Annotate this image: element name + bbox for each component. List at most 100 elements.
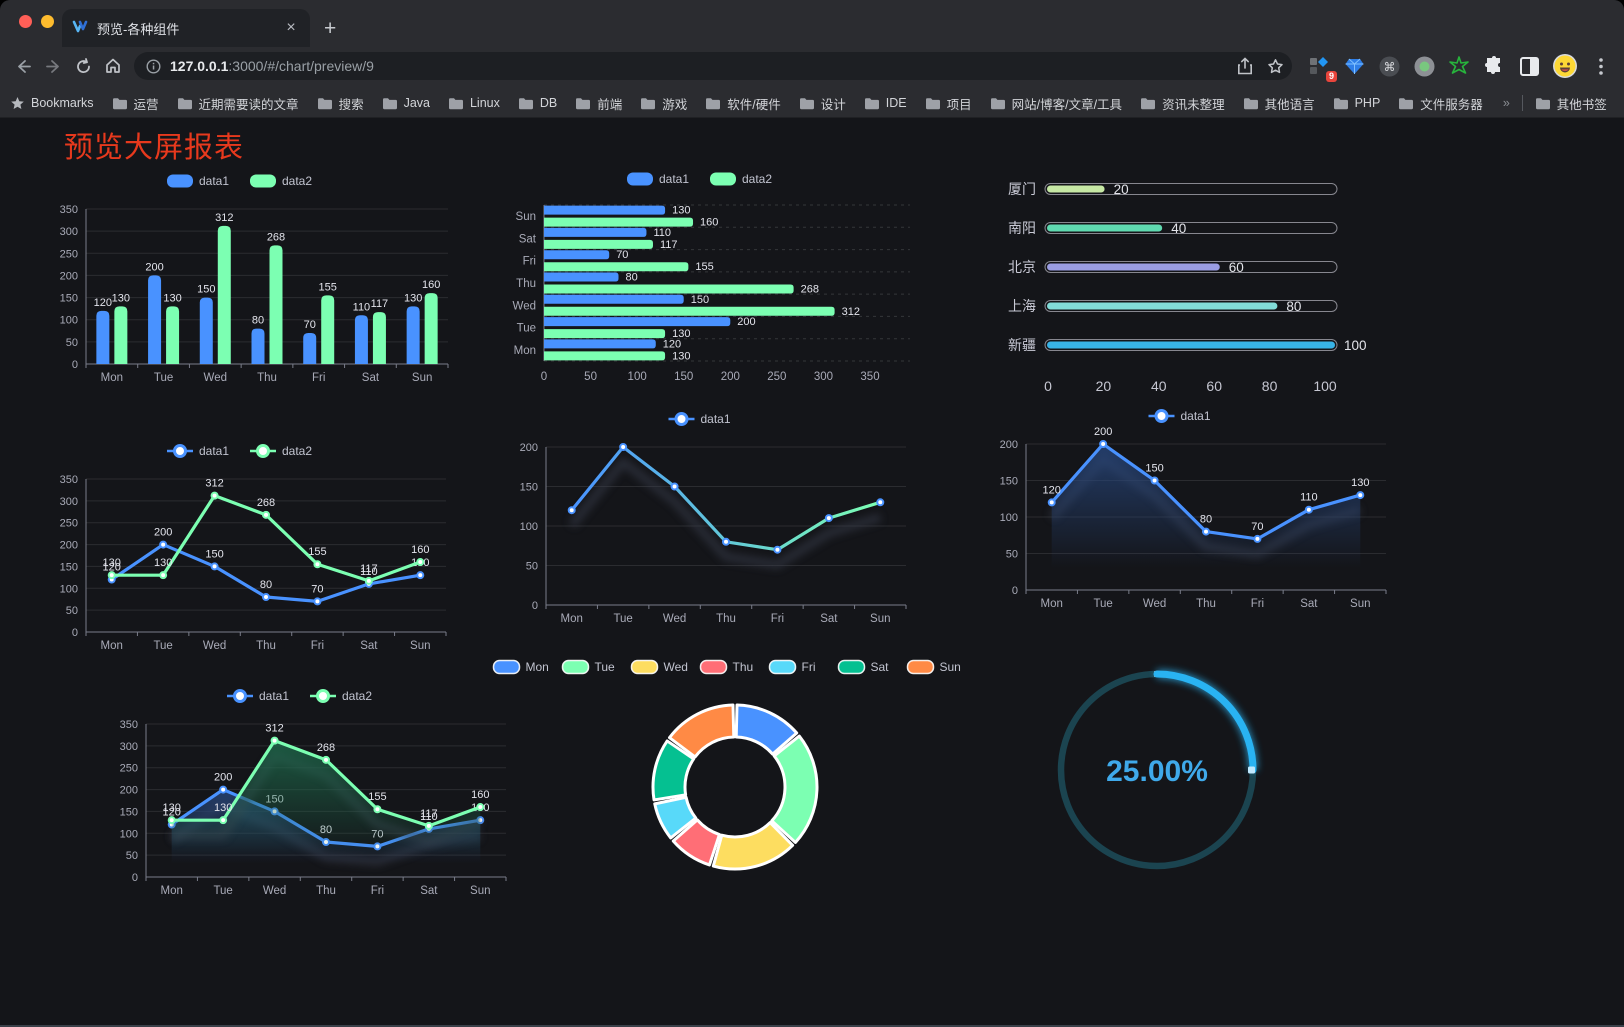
bookmark-folder[interactable]: 软件/硬件	[705, 94, 781, 113]
svg-text:120: 120	[103, 562, 121, 574]
reload-icon[interactable]	[68, 51, 98, 81]
svg-text:130: 130	[404, 292, 422, 304]
svg-text:80: 80	[252, 315, 264, 327]
bookmark-folder-label: 前端	[597, 97, 623, 112]
bookmark-folder[interactable]: Linux	[448, 96, 500, 110]
svg-text:Tue: Tue	[153, 640, 172, 652]
new-tab-button[interactable]: +	[324, 17, 337, 40]
svg-text:data1: data1	[659, 172, 689, 186]
svg-text:200: 200	[120, 785, 138, 797]
home-icon[interactable]	[98, 51, 128, 81]
svg-text:250: 250	[767, 371, 786, 383]
tampermonkey-icon[interactable]: 9	[1308, 55, 1337, 82]
chart-area-single[interactable]: data1 0 50 100 150 200 Mon Tue Wed Thu Fri Sat Sun 12…	[980, 400, 1400, 618]
bookmark-folder[interactable]: 游戏	[640, 94, 687, 113]
svg-text:Wed: Wed	[263, 885, 286, 897]
svg-text:160: 160	[422, 279, 440, 291]
bookmark-folder[interactable]: 前端	[575, 94, 622, 113]
chart-horizontal-bar[interactable]: data1 data2 Mon Tue Wed Thu Fri Sat Sun 0 50 100 150…	[500, 163, 920, 391]
bookmark-folder[interactable]: 其他语言	[1243, 94, 1315, 113]
svg-text:data1: data1	[199, 444, 229, 458]
forward-icon[interactable]	[38, 51, 68, 81]
bookmark-folder[interactable]: PHP	[1333, 96, 1380, 110]
svg-text:Wed: Wed	[513, 300, 536, 312]
svg-text:100: 100	[120, 828, 138, 840]
svg-text:200: 200	[737, 316, 755, 328]
minimize-window-button[interactable]	[41, 15, 54, 28]
folder-icon	[112, 97, 127, 109]
bookmark-folder[interactable]: 文件服务器	[1398, 94, 1483, 113]
svg-text:120: 120	[94, 297, 112, 309]
chart-gradient-line[interactable]: data1 0 50 100 150 200 Mon Tue Wed Thu Fri Sat Sun	[500, 403, 920, 633]
bookmark-folder[interactable]: Java	[382, 96, 430, 110]
bookmark-folder[interactable]: 项目	[925, 94, 972, 113]
green-star-extension-icon[interactable]	[1448, 55, 1470, 77]
svg-text:200: 200	[154, 527, 172, 539]
svg-text:200: 200	[214, 772, 232, 784]
share-icon[interactable]	[1237, 57, 1253, 75]
chart-area-multi[interactable]: data1 data2 0 50 100 150 200 250 300 350 Mon Tue Wed…	[100, 680, 520, 905]
bookmark-folder[interactable]: DB	[518, 96, 557, 110]
svg-text:50: 50	[526, 561, 538, 573]
recorder-extension-icon[interactable]	[1413, 55, 1435, 77]
chart-progress-bars[interactable]: 厦门 20 南阳 40 北京 60 上海 80 新疆 100 0 20 40 60 80 100	[980, 165, 1400, 405]
svg-text:data1: data1	[701, 412, 731, 426]
bookmark-folder-label: Java	[403, 96, 430, 110]
folder-icon	[706, 97, 721, 109]
other-bookmarks[interactable]: 其他书签	[1535, 94, 1607, 113]
chart-gauge[interactable]: 25.00%	[1035, 655, 1280, 890]
bookmark-folder[interactable]: 近期需要读的文章	[177, 94, 299, 113]
close-window-button[interactable]	[19, 15, 32, 28]
site-info-icon[interactable]	[146, 58, 161, 74]
chart-grouped-bar[interactable]: data1 data2 0 50 100 150 200 250 300 350 Mon Tue Wed…	[40, 165, 460, 390]
svg-text:100: 100	[520, 521, 538, 533]
svg-text:160: 160	[471, 789, 489, 801]
sidebar-extension-icon[interactable]	[1518, 55, 1540, 77]
svg-text:268: 268	[257, 497, 275, 509]
bookmarks-root[interactable]: Bookmarks	[10, 96, 94, 111]
bookmark-folder[interactable]: 运营	[112, 94, 159, 113]
bookmark-folder[interactable]: 资讯未整理	[1140, 94, 1225, 113]
svg-text:data2: data2	[282, 174, 312, 188]
svg-text:350: 350	[860, 371, 879, 383]
svg-text:130: 130	[154, 557, 172, 569]
bookmark-star-icon[interactable]	[1267, 58, 1284, 75]
bookmark-folder[interactable]: 设计	[799, 94, 846, 113]
bookmark-folder[interactable]: IDE	[864, 96, 907, 110]
svg-text:南阳: 南阳	[1008, 220, 1036, 236]
svg-text:Sat: Sat	[871, 660, 890, 674]
svg-text:150: 150	[691, 294, 709, 306]
gem-extension-icon[interactable]	[1343, 55, 1365, 77]
bookmarks-overflow-chevron[interactable]: »	[1502, 96, 1510, 110]
bookmark-folder[interactable]: 网站/博客/文章/工具	[990, 94, 1122, 113]
profile-avatar[interactable]	[1553, 54, 1577, 78]
url-host: 127.0.0.1	[170, 58, 229, 74]
svg-text:data1: data1	[259, 689, 289, 703]
command-extension-icon[interactable]: ⌘	[1378, 55, 1400, 77]
svg-text:130: 130	[214, 802, 232, 814]
back-icon[interactable]	[8, 51, 38, 81]
bookmark-folder[interactable]: 搜索	[317, 94, 364, 113]
browser-tab[interactable]: 预览-各种组件 ×	[62, 9, 310, 47]
svg-text:Tue: Tue	[595, 660, 616, 674]
menu-dots-icon[interactable]	[1590, 55, 1612, 77]
svg-text:80: 80	[260, 579, 272, 591]
chart-multi-line[interactable]: data1 data2 0 50 100 150 200 250 300 350 Mon Tue Wed…	[40, 435, 460, 660]
tab-close-icon[interactable]: ×	[286, 19, 296, 36]
address-bar[interactable]: 127.0.0.1:3000/#/chart/preview/9	[134, 52, 1292, 80]
extensions-puzzle-icon[interactable]	[1483, 55, 1505, 77]
extension-icons: 9 ⌘	[1308, 54, 1612, 82]
svg-text:Thu: Thu	[256, 640, 276, 652]
bookmark-folder-label: 资讯未整理	[1162, 97, 1225, 112]
chart-donut[interactable]: Mon Tue Wed Thu Fri Sat Sun	[492, 645, 961, 880]
other-bookmarks-label: 其他书签	[1556, 97, 1607, 112]
svg-text:data2: data2	[282, 444, 312, 458]
bookmark-folder-label: 近期需要读的文章	[198, 97, 299, 112]
svg-text:130: 130	[112, 292, 130, 304]
svg-text:Mon: Mon	[526, 660, 549, 674]
svg-text:268: 268	[267, 231, 285, 243]
svg-text:Sun: Sun	[870, 613, 890, 625]
svg-text:117: 117	[360, 563, 378, 575]
svg-text:312: 312	[265, 723, 283, 735]
svg-text:110: 110	[1300, 492, 1318, 504]
